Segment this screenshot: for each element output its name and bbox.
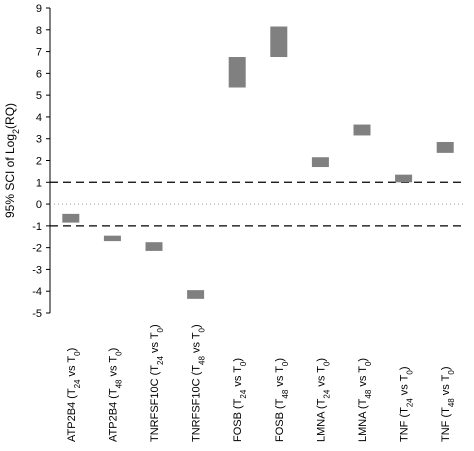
range-bar [437,142,454,153]
axes-group [46,8,50,313]
category-label: TNRFSF10C (T24 vs T0) [149,324,165,442]
y-tick-label: 5 [36,90,42,102]
y-tick-label: -3 [32,264,42,276]
y-tick-label: 6 [36,68,42,80]
range-bars [62,27,453,299]
range-bar [187,290,204,299]
y-tick-label: -2 [32,243,42,255]
category-label: TNF (T24 vs T0) [399,367,415,443]
range-bar [270,27,287,58]
y-tick-label: -5 [32,308,42,320]
category-label: TNRFSF10C (T48 vs T0) [191,324,207,442]
y-tick-label: 2 [36,156,42,168]
category-label: TNF (T48 vs T0) [440,367,456,443]
y-axis-label: 95% SCI of Log2(RQ) [3,103,21,218]
range-bar [354,125,371,136]
y-tick-label: -1 [32,221,42,233]
range-bar [146,242,163,251]
y-tick-label: 0 [36,199,42,211]
category-label: ATP2B4 (T24 vs T0) [66,348,82,442]
y-tick-label: 4 [36,112,42,124]
range-bar [62,214,79,223]
category-label: LMNA (T24 vs T0) [315,358,331,442]
reference-lines [50,182,466,226]
y-tick-label: -4 [32,286,42,298]
y-tick-label: 7 [36,47,42,59]
category-label: LMNA (T48 vs T0) [357,358,373,442]
range-bar [104,236,121,241]
y-tick-label: 3 [36,134,42,146]
category-label: ATP2B4 (T48 vs T0) [107,348,123,442]
category-label: FOSB (T48 vs T0) [274,358,290,442]
range-bar [229,57,246,87]
y-tick-label: 9 [36,3,42,15]
y-tick-label: 8 [36,25,42,37]
range-bar [395,175,412,183]
range-bar [312,157,329,167]
y-tick-label: 1 [36,177,42,189]
category-labels: ATP2B4 (T24 vs T0) ATP2B4 (T48 vs T0) TNRF… [66,324,456,442]
category-label: FOSB (T24 vs T0) [232,358,248,442]
y-tick-labels: -5 -4 -3 -2 -1 0 1 2 3 4 5 6 7 8 9 [32,3,42,320]
